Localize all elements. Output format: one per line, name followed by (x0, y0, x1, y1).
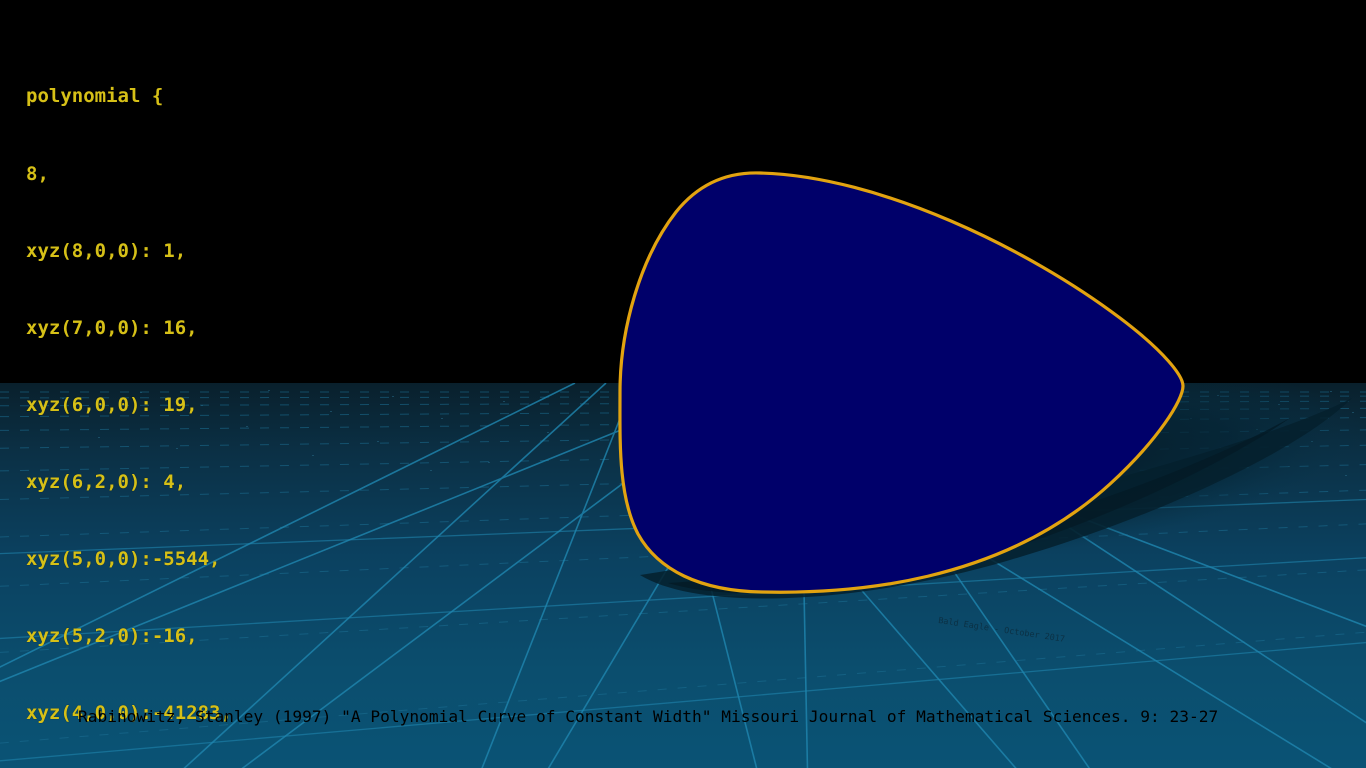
listing-degree: 8, (26, 162, 49, 185)
listing-term: xyz(5,0,0):-5544, (26, 547, 221, 570)
listing-header: polynomial { (26, 85, 164, 108)
listing-term: xyz(8,0,0): 1, (26, 239, 187, 262)
listing-term: xyz(5,2,0):-16, (26, 625, 198, 648)
listing-term: xyz(6,0,0): 19, (26, 393, 198, 416)
listing-term: xyz(4,0,0):-41283, (26, 702, 232, 725)
listing-term: xyz(7,0,0): 16, (26, 316, 198, 339)
constant-width-curve (618, 171, 1185, 594)
listing-term: xyz(6,2,0): 4, (26, 470, 187, 493)
polynomial-listing: polynomial { 8, xyz(8,0,0): 1, xyz(7,0,0… (26, 33, 266, 768)
citation-text: Rabinowitz, Stanley (1997) "A Polynomial… (78, 707, 1219, 726)
